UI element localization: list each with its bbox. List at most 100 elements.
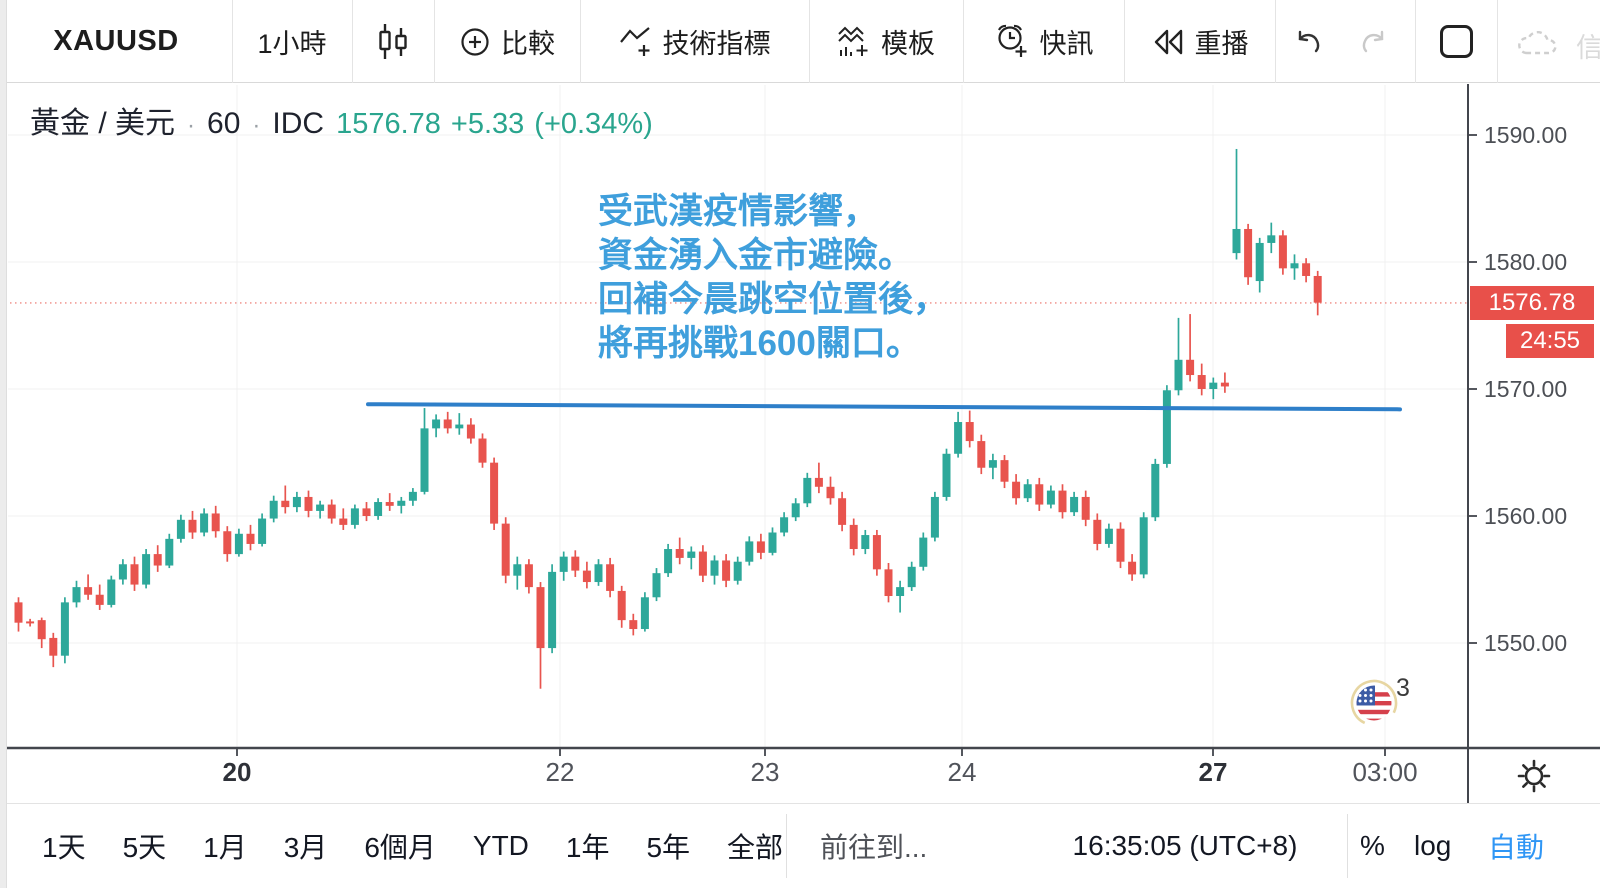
candle-body [930, 496, 939, 538]
percent-scale-toggle[interactable]: % [1360, 830, 1385, 861]
candle-body [1000, 460, 1009, 482]
auto-scale-toggle[interactable]: 自動 [1488, 832, 1545, 863]
candle-body [1162, 390, 1171, 464]
alerts-label: 快訊 [1039, 29, 1094, 59]
candle-body [640, 597, 649, 630]
candle-body [617, 590, 626, 621]
candle-body [14, 602, 23, 623]
fullscreen-button[interactable] [1415, 0, 1497, 83]
candle-body [1128, 561, 1137, 575]
candle-body [142, 554, 151, 585]
candle-body [420, 428, 429, 492]
price-axis-label: 1550.00 [1484, 630, 1568, 656]
candle-body [281, 500, 290, 508]
candle-body [1093, 519, 1102, 544]
templates-button[interactable]: 模板 [809, 0, 963, 83]
candle-body [849, 524, 858, 550]
candle-body [385, 502, 394, 506]
candle-body [1197, 375, 1206, 389]
goto-date-button[interactable]: 前往到... [820, 832, 928, 863]
candle-body [756, 541, 765, 553]
symbol-label: XAUUSD [53, 25, 179, 57]
range-1d[interactable]: 1天 [42, 832, 86, 863]
clock-display[interactable]: 16:35:05 (UTC+8) [1072, 830, 1298, 861]
price-change-percent: (+0.34%) [534, 108, 653, 140]
bar-countdown-badge: 24:55 [1506, 323, 1594, 358]
candle-body [327, 504, 336, 519]
time-axis[interactable]: 20 22 23 24 27 03:00 [0, 748, 1600, 803]
price-axis[interactable]: 1590.00 1580.00 1570.00 1560.00 1550.00 [1468, 85, 1600, 748]
undo-button[interactable] [1275, 0, 1341, 83]
replay-button[interactable]: 重播 [1124, 0, 1275, 83]
indicators-icon [619, 26, 653, 58]
top-toolbar: XAUUSD 1小時 比較 [0, 0, 1600, 83]
range-selector: 1天 5天 1月 3月 6個月 YTD 1年 5年 全部 [42, 804, 783, 888]
chart-style-button[interactable] [352, 0, 434, 83]
price-axis-label: 1590.00 [1484, 122, 1568, 148]
candle-body [1023, 484, 1032, 499]
annotation-line: 回補今晨跳空位置後， [598, 280, 949, 319]
candle-body [443, 419, 452, 429]
candle-body [687, 551, 696, 558]
annotation-line: 將再挑戰1600關口。 [598, 324, 921, 363]
resistance-trend-line[interactable] [366, 402, 1402, 412]
candle-body [130, 564, 139, 585]
candle-body [1046, 490, 1055, 505]
toolbar-separator [1124, 0, 1125, 83]
candle-body [118, 564, 127, 580]
candle-body [1139, 517, 1148, 575]
toolbar-separator [1415, 0, 1416, 83]
chart-text-annotation[interactable]: 受武漢疫情影響， 資金湧入金市避險。 回補今晨跳空位置後， 將再挑戰1600關口… [598, 190, 948, 366]
indicators-label: 技術指標 [662, 29, 771, 59]
redo-button[interactable] [1341, 0, 1407, 83]
range-ytd[interactable]: YTD [472, 830, 529, 861]
candle-body [223, 531, 232, 555]
candle-body [1012, 481, 1021, 499]
chart-settings-button[interactable] [1468, 749, 1600, 803]
candle-body [26, 621, 35, 624]
candle-body [582, 570, 591, 583]
candle-body [1244, 228, 1253, 278]
cloud-save-button[interactable] [1497, 0, 1577, 83]
time-axis-label: 03:00 [1352, 757, 1418, 787]
candle-body [1232, 228, 1241, 254]
compare-button[interactable]: 比較 [434, 0, 580, 83]
range-3m[interactable]: 3月 [283, 832, 328, 863]
candle-body [339, 518, 348, 525]
candle-body [153, 554, 162, 566]
candle-body [1070, 496, 1079, 513]
candle-body [745, 541, 754, 562]
candle-body [919, 537, 928, 567]
candle-body [234, 533, 243, 555]
candle-body [246, 533, 255, 544]
log-scale-toggle[interactable]: log [1414, 830, 1452, 861]
candle-body [872, 535, 881, 570]
alert-clock-icon [994, 24, 1030, 60]
range-5y[interactable]: 5年 [646, 832, 691, 863]
time-axis-label: 22 [545, 757, 575, 787]
candle-body [548, 571, 557, 649]
range-6m[interactable]: 6個月 [364, 832, 436, 863]
symbol-button[interactable]: XAUUSD [0, 0, 232, 83]
candle-body [60, 602, 69, 656]
range-all[interactable]: 全部 [727, 832, 784, 863]
candle-body [1081, 496, 1090, 520]
candle-body [408, 491, 417, 501]
bottom-toolbar-separator [1347, 814, 1348, 878]
candle-body [200, 513, 209, 533]
candle-body [107, 579, 116, 605]
candle-body [1313, 275, 1322, 303]
chart-legend: 黃金 / 美元 · 60 · IDC 1576.78 +5.33 (+0.34%… [30, 98, 653, 142]
alerts-button[interactable]: 快訊 [963, 0, 1124, 83]
time-axis-label: 20 [222, 757, 252, 787]
symbol-title[interactable]: 黃金 / 美元 [30, 107, 176, 140]
range-1m[interactable]: 1月 [203, 832, 247, 863]
economic-events-marker[interactable]: 3 [1348, 674, 1412, 730]
indicators-button[interactable]: 技術指標 [580, 0, 809, 83]
candle-body [988, 460, 997, 468]
range-5d[interactable]: 5天 [122, 832, 167, 863]
interval-button[interactable]: 1小時 [232, 0, 352, 83]
range-1y[interactable]: 1年 [565, 832, 610, 863]
candle-body [722, 560, 731, 581]
